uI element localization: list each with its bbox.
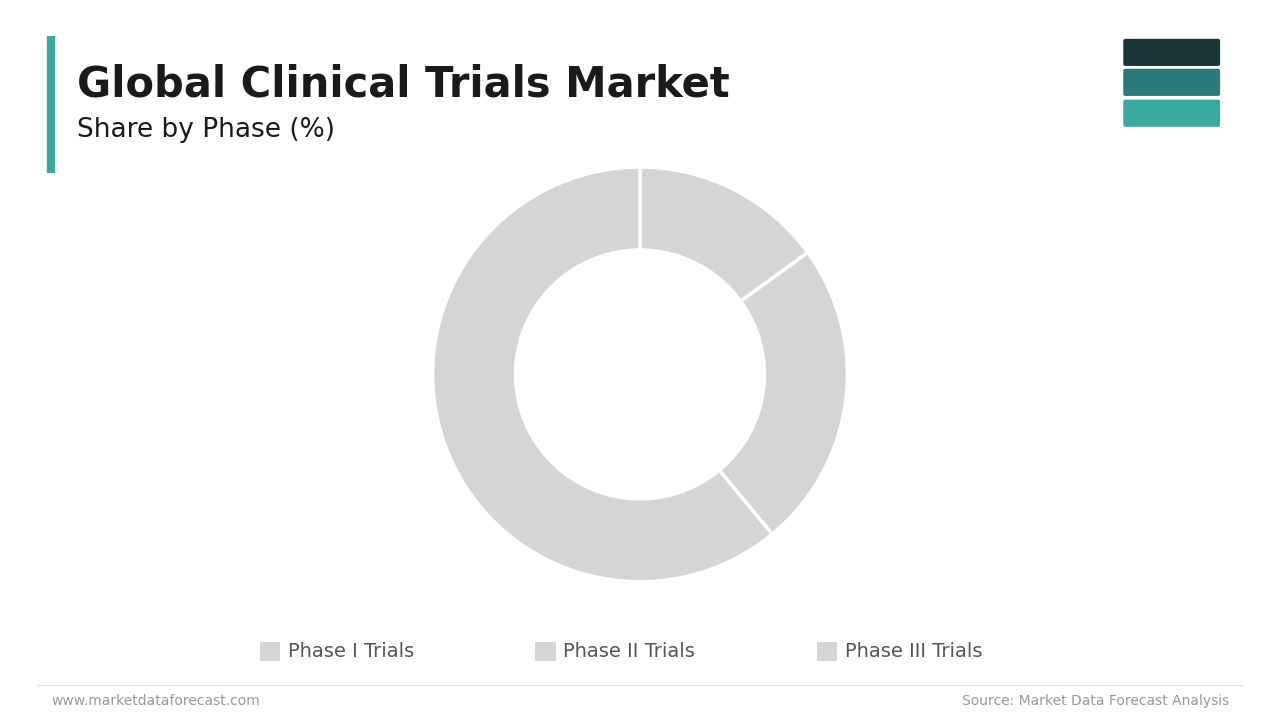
Wedge shape — [640, 167, 808, 301]
Text: Global Clinical Trials Market: Global Clinical Trials Market — [77, 64, 730, 106]
FancyBboxPatch shape — [1124, 39, 1220, 66]
Text: Phase III Trials: Phase III Trials — [845, 642, 982, 661]
FancyBboxPatch shape — [1124, 68, 1220, 96]
Text: Share by Phase (%): Share by Phase (%) — [77, 117, 335, 143]
Text: www.marketdataforecast.com: www.marketdataforecast.com — [51, 694, 260, 708]
Wedge shape — [433, 167, 772, 582]
Text: Phase II Trials: Phase II Trials — [563, 642, 695, 661]
Wedge shape — [719, 253, 847, 534]
Text: Source: Market Data Forecast Analysis: Source: Market Data Forecast Analysis — [961, 694, 1229, 708]
Text: Phase I Trials: Phase I Trials — [288, 642, 415, 661]
FancyBboxPatch shape — [1124, 99, 1220, 127]
